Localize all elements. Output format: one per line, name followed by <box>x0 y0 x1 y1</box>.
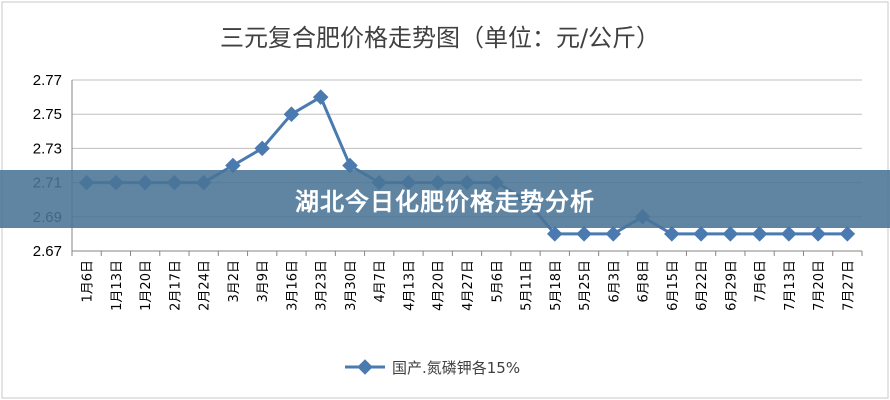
data-point <box>693 226 709 242</box>
x-tick-label: 5月25日 <box>578 260 593 311</box>
data-point <box>839 226 856 242</box>
x-tick-label: 1月13日 <box>110 260 125 311</box>
x-tick-label: 2月24日 <box>198 260 213 311</box>
data-point <box>546 226 563 242</box>
data-point <box>342 157 358 174</box>
x-tick-label: 3月9日 <box>256 260 271 303</box>
x-tick-label: 1月20日 <box>139 260 154 311</box>
x-tick-label: 5月11日 <box>520 260 535 311</box>
y-tick-label: 2.67 <box>33 243 62 260</box>
x-tick-label: 7月13日 <box>783 260 798 311</box>
x-tick-label: 7月20日 <box>812 260 827 311</box>
banner-title: 湖北今日化肥价格走势分析 <box>295 187 595 216</box>
x-tick-label: 6月8日 <box>637 260 652 303</box>
title-banner: 湖北今日化肥价格走势分析 <box>0 170 890 228</box>
x-tick-label: 5月6日 <box>490 260 505 303</box>
x-tick-label: 4月13日 <box>402 260 417 311</box>
y-tick-label: 2.75 <box>33 106 62 123</box>
data-point <box>225 157 241 174</box>
x-tick-label: 4月7日 <box>373 260 388 303</box>
x-tick-label: 3月30日 <box>344 260 359 311</box>
x-tick-label: 1月6日 <box>81 260 96 303</box>
x-tick-label: 7月27日 <box>841 260 856 311</box>
x-tick-label: 6月3日 <box>607 260 622 303</box>
data-point <box>810 226 826 242</box>
x-tick-label: 3月2日 <box>227 260 242 303</box>
y-tick-label: 2.73 <box>33 140 62 157</box>
x-tick-label: 6月29日 <box>724 260 739 311</box>
data-point <box>664 226 680 242</box>
legend-label: 国产.氮磷钾各15% <box>392 359 520 377</box>
data-point <box>781 226 797 242</box>
data-point <box>722 226 739 242</box>
x-tick-label: 6月15日 <box>666 260 681 311</box>
x-tick-label: 7月6日 <box>754 260 769 303</box>
data-point <box>605 226 622 242</box>
x-tick-label: 2月17日 <box>168 260 183 311</box>
x-tick-label: 4月27日 <box>461 260 476 311</box>
x-tick-label: 3月23日 <box>315 260 330 311</box>
x-tick-label: 6月22日 <box>695 260 710 311</box>
x-tick-label: 3月16日 <box>285 260 300 311</box>
chart-title: 三元复合肥价格走势图（单位：元/公斤） <box>220 24 660 52</box>
x-tick-label: 4月20日 <box>432 260 447 311</box>
data-point <box>254 140 270 157</box>
data-point <box>576 226 592 242</box>
data-point <box>751 226 768 242</box>
x-tick-label: 5月18日 <box>549 260 564 311</box>
y-tick-label: 2.77 <box>33 72 62 89</box>
